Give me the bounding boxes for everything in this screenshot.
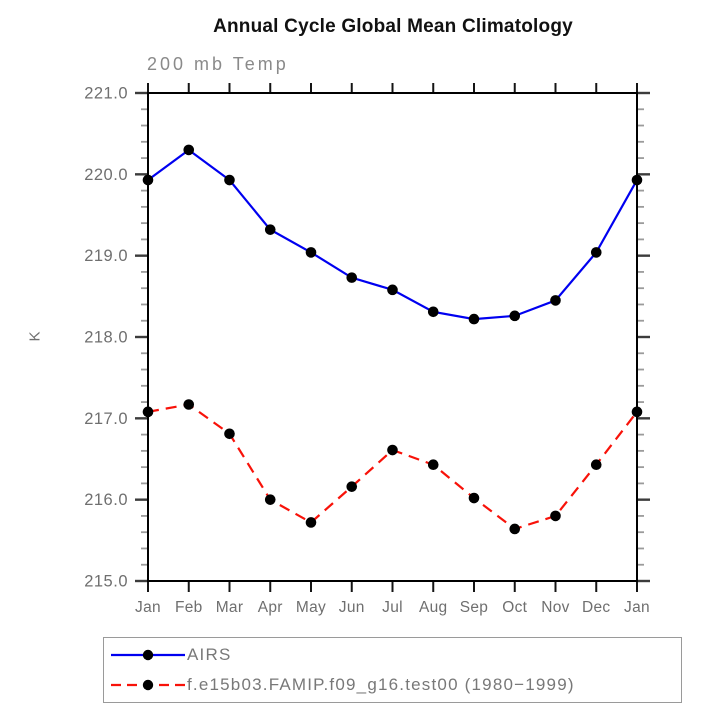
data-point	[590, 247, 602, 258]
data-point	[346, 272, 358, 283]
data-point	[183, 144, 195, 156]
x-tick-label: May	[296, 599, 326, 616]
y-tick-label: 217.0	[84, 410, 128, 428]
data-point	[468, 313, 480, 325]
data-point	[224, 428, 235, 440]
x-tick-label: Jul	[382, 599, 403, 616]
chart-subtitle: 200 mb Temp	[147, 54, 289, 74]
data-point	[387, 284, 398, 296]
legend-row-airs: AIRS	[109, 642, 681, 668]
chart-title: Annual Cycle Global Mean Climatology	[213, 16, 573, 37]
data-point	[142, 406, 154, 418]
legend-row-model: f.e15b03.FAMIP.f09_g16.test00 (1980−1999…	[109, 672, 681, 698]
y-tick-label: 220.0	[84, 166, 128, 184]
x-tick-label: Aug	[419, 599, 447, 616]
data-point	[427, 306, 439, 318]
data-point	[631, 406, 643, 418]
y-tick-label: 221.0	[84, 85, 128, 103]
data-point	[142, 174, 154, 186]
x-tick-label: Jan	[135, 599, 161, 616]
data-point	[631, 174, 643, 186]
y-tick-label: 219.0	[84, 247, 128, 265]
data-point	[183, 399, 195, 410]
data-point	[346, 481, 358, 492]
model-dashed-line-swatch-icon	[111, 679, 185, 691]
data-point	[550, 510, 561, 522]
x-tick-label: Jan	[624, 599, 650, 616]
y-tick-label: 216.0	[84, 491, 128, 509]
data-point	[468, 492, 480, 504]
data-point	[509, 523, 521, 535]
data-point	[550, 295, 561, 306]
legend-label-airs: AIRS	[187, 645, 232, 664]
data-point	[305, 517, 317, 528]
legend-label-model: f.e15b03.FAMIP.f09_g16.test00 (1980−1999…	[187, 675, 575, 694]
x-tick-label: Sep	[460, 599, 488, 616]
x-tick-label: Dec	[582, 599, 610, 616]
x-tick-label: Feb	[175, 599, 203, 616]
y-tick-label: 218.0	[84, 329, 128, 347]
series-line-1	[147, 403, 638, 531]
x-tick-label: Apr	[258, 599, 283, 616]
legend-box: AIRS f.e15b03.FAMIP.f09_g16.test00 (1980…	[103, 637, 682, 703]
x-tick-label: Mar	[216, 599, 244, 616]
x-tick-label: Nov	[541, 599, 569, 616]
x-tick-label: Oct	[502, 599, 527, 616]
y-tick-label: 215.0	[84, 573, 128, 591]
data-point	[590, 459, 602, 470]
data-point	[224, 174, 235, 186]
data-point	[427, 459, 439, 470]
data-point	[305, 247, 317, 258]
data-point	[264, 494, 276, 505]
data-point	[509, 310, 521, 322]
x-tick-label: Jun	[339, 599, 365, 616]
airs-line-swatch-icon	[111, 649, 185, 661]
data-point	[387, 444, 398, 456]
data-point	[264, 224, 276, 235]
